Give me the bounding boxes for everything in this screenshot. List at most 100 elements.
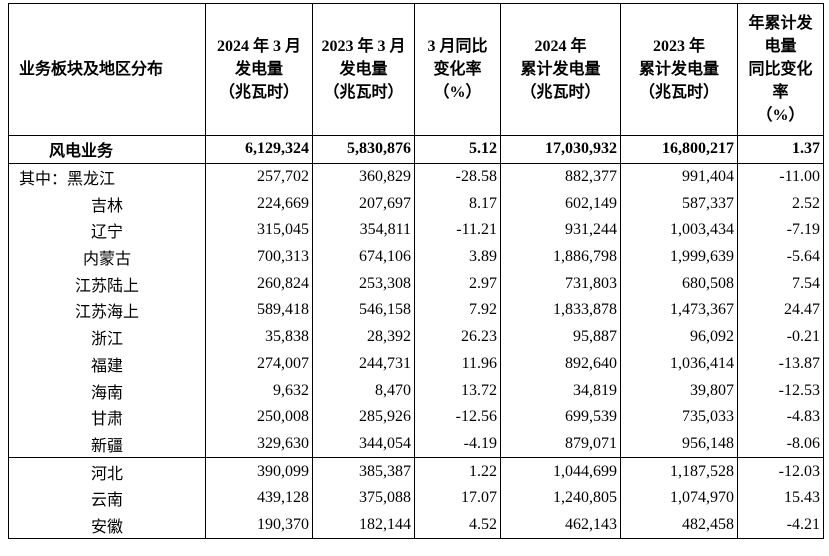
- value-cell: 34,819: [500, 377, 621, 404]
- region-cell: 河北: [8, 457, 206, 485]
- value-cell: -13.87: [737, 350, 824, 378]
- header-cell: 2024 年 累计发电量 （兆瓦时）: [500, 3, 621, 136]
- value-cell: 15.43: [737, 484, 824, 512]
- value-cell: 26.23: [414, 323, 501, 351]
- region-cell: 海南: [8, 377, 206, 404]
- value-cell: -28.58: [414, 163, 501, 191]
- region-cell: 江苏海上: [8, 297, 206, 324]
- value-cell: 360,829: [312, 163, 415, 191]
- value-cell: 674,106: [312, 243, 415, 271]
- value-cell: 8.17: [414, 190, 501, 218]
- region-cell: 辽宁: [8, 217, 206, 244]
- table-body: 风电业务 6,129,324 5,830,876 5.12 17,030,932 16,8…: [8, 135, 824, 540]
- value-cell: 5,830,876: [312, 135, 415, 164]
- table-row: 海南 9,632 8,470 13.72 34,819 39,807 -12.53: [8, 377, 824, 404]
- value-cell: 207,697: [312, 190, 415, 218]
- value-cell: -11.21: [414, 217, 501, 244]
- region-cell: 福建: [8, 350, 206, 378]
- value-cell: -5.64: [737, 243, 824, 271]
- value-cell: 1.22: [414, 457, 501, 485]
- value-cell: 17,030,932: [500, 135, 621, 164]
- value-cell: 354,811: [312, 217, 415, 244]
- value-cell: 439,128: [205, 484, 313, 512]
- value-cell: 9,632: [205, 377, 313, 404]
- table-row: 河北 390,099 385,387 1.22 1,044,699 1,187,528 -1…: [8, 457, 824, 485]
- value-cell: 257,702: [205, 163, 313, 191]
- value-cell: 4.52: [414, 511, 501, 540]
- value-cell: 5.12: [414, 135, 501, 164]
- value-cell: -4.19: [414, 430, 501, 458]
- region-cell: 浙江: [8, 323, 206, 351]
- value-cell: 700,313: [205, 243, 313, 271]
- table-row: 新疆 329,630 344,054 -4.19 879,071 956,148 -8.06: [8, 430, 824, 458]
- header-cell: 2024 年 3 月 发电量 （兆瓦时）: [205, 3, 313, 136]
- region-cell: 安徽: [8, 511, 206, 540]
- value-cell: 699,539: [500, 403, 621, 431]
- header-cell: 2023 年 3 月 发电量 （兆瓦时）: [312, 3, 415, 136]
- header-cell: 2023 年 累计发电量 （兆瓦时）: [620, 3, 738, 136]
- value-cell: -12.03: [737, 457, 824, 485]
- value-cell: 1,886,798: [500, 243, 621, 271]
- generation-table: 业务板块及地区分布 2024 年 3 月 发电量 （兆瓦时） 2023 年 3 月 …: [8, 3, 824, 540]
- value-cell: 1,833,878: [500, 297, 621, 324]
- region-cell: 新疆: [8, 430, 206, 458]
- value-cell: 879,071: [500, 430, 621, 458]
- value-cell: -11.00: [737, 163, 824, 191]
- value-cell: 244,731: [312, 350, 415, 378]
- value-cell: -7.19: [737, 217, 824, 244]
- value-cell: -0.21: [737, 323, 824, 351]
- value-cell: 882,377: [500, 163, 621, 191]
- value-cell: 253,308: [312, 270, 415, 298]
- value-cell: -4.83: [737, 403, 824, 431]
- table-row: 浙江 35,838 28,392 26.23 95,887 96,092 -0.21: [8, 323, 824, 351]
- header-cell: 业务板块及地区分布: [8, 3, 206, 136]
- value-cell: 190,370: [205, 511, 313, 540]
- value-cell: 731,803: [500, 270, 621, 298]
- value-cell: 260,824: [205, 270, 313, 298]
- value-cell: 11.96: [414, 350, 501, 378]
- table-row: 江苏陆上 260,824 253,308 2.97 731,803 680,508 7.54: [8, 270, 824, 298]
- table-row: 甘肃 250,008 285,926 -12.56 699,539 735,033 -4.8…: [8, 403, 824, 431]
- value-cell: 735,033: [620, 403, 738, 431]
- table-row: 江苏海上 589,418 546,158 7.92 1,833,878 1,473,367…: [8, 297, 824, 324]
- region-cell: 其中：黑龙江: [8, 163, 206, 191]
- value-cell: 385,387: [312, 457, 415, 485]
- value-cell: 587,337: [620, 190, 738, 218]
- table-row: 辽宁 315,045 354,811 -11.21 931,244 1,003,434 -7…: [8, 217, 824, 244]
- value-cell: 28,392: [312, 323, 415, 351]
- value-cell: -4.21: [737, 511, 824, 540]
- value-cell: -12.56: [414, 403, 501, 431]
- value-cell: 7.54: [737, 270, 824, 298]
- value-cell: 1,074,970: [620, 484, 738, 512]
- value-cell: 1,003,434: [620, 217, 738, 244]
- value-cell: 8,470: [312, 377, 415, 404]
- header-row: 业务板块及地区分布 2024 年 3 月 发电量 （兆瓦时） 2023 年 3 月 …: [8, 3, 824, 136]
- value-cell: 285,926: [312, 403, 415, 431]
- value-cell: -8.06: [737, 430, 824, 458]
- value-cell: 1,999,639: [620, 243, 738, 271]
- table-row: 安徽 190,370 182,144 4.52 462,143 482,458 -4.21: [8, 511, 824, 540]
- header-cell: 3 月同比 变化率 （%）: [414, 3, 501, 136]
- value-cell: 7.92: [414, 297, 501, 324]
- value-cell: 482,458: [620, 511, 738, 540]
- value-cell: 16,800,217: [620, 135, 738, 164]
- value-cell: 344,054: [312, 430, 415, 458]
- value-cell: 274,007: [205, 350, 313, 378]
- region-cell: 云南: [8, 484, 206, 512]
- region-cell: 吉林: [8, 190, 206, 218]
- value-cell: 2.52: [737, 190, 824, 218]
- value-cell: 39,807: [620, 377, 738, 404]
- value-cell: 95,887: [500, 323, 621, 351]
- value-cell: 24.47: [737, 297, 824, 324]
- value-cell: 602,149: [500, 190, 621, 218]
- value-cell: 1,473,367: [620, 297, 738, 324]
- region-cell: 甘肃: [8, 403, 206, 431]
- table-header: 业务板块及地区分布 2024 年 3 月 发电量 （兆瓦时） 2023 年 3 月 …: [8, 3, 824, 136]
- value-cell: -12.53: [737, 377, 824, 404]
- region-cell: 江苏陆上: [8, 270, 206, 298]
- table-row: 福建 274,007 244,731 11.96 892,640 1,036,414 -13…: [8, 350, 824, 378]
- table-row: 其中：黑龙江 257,702 360,829 -28.58 882,377 991,404…: [8, 163, 824, 191]
- value-cell: 991,404: [620, 163, 738, 191]
- region-cell: 风电业务: [8, 135, 206, 164]
